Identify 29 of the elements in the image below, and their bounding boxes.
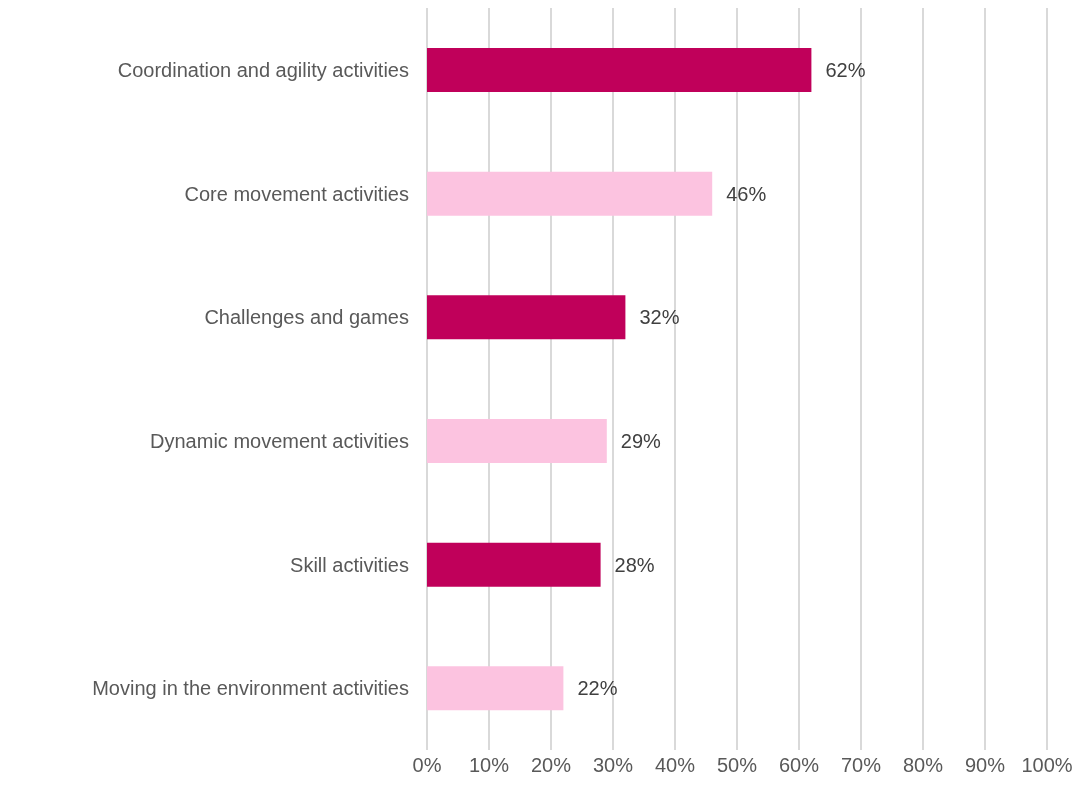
y-tick-label: Moving in the environment activities [92, 677, 409, 700]
bar [427, 48, 812, 92]
x-tick-label: 50% [716, 754, 758, 777]
bar [427, 419, 607, 463]
data-label: 62% [825, 59, 866, 81]
x-tick-label: 30% [592, 754, 634, 777]
x-tick-label: 100% [1021, 754, 1073, 777]
y-tick-label: Coordination and agility activities [117, 58, 409, 81]
x-tick-label: 40% [654, 754, 696, 777]
y-tick-label: Dynamic movement activities [150, 429, 409, 452]
x-tick-label: 70% [840, 754, 882, 777]
x-tick-label: 80% [902, 754, 944, 777]
y-tick-label: Challenges and games [204, 306, 409, 329]
data-label: 29% [620, 430, 662, 452]
x-tick-label: 0% [412, 754, 442, 777]
bar [427, 295, 626, 340]
bar [427, 171, 713, 216]
x-tick-label: 60% [778, 754, 820, 777]
y-tick-label: Skill activities [290, 553, 409, 576]
bar [427, 666, 564, 711]
data-label: 46% [726, 182, 767, 205]
y-tick-label: Core movement activities [184, 182, 409, 205]
data-label: 32% [639, 306, 680, 329]
data-label: 28% [614, 553, 655, 576]
x-tick-label: 10% [468, 754, 510, 777]
bar [427, 542, 601, 587]
data-label: 22% [577, 677, 618, 700]
x-tick-label: 20% [530, 754, 572, 777]
x-tick-label: 90% [964, 754, 1006, 777]
